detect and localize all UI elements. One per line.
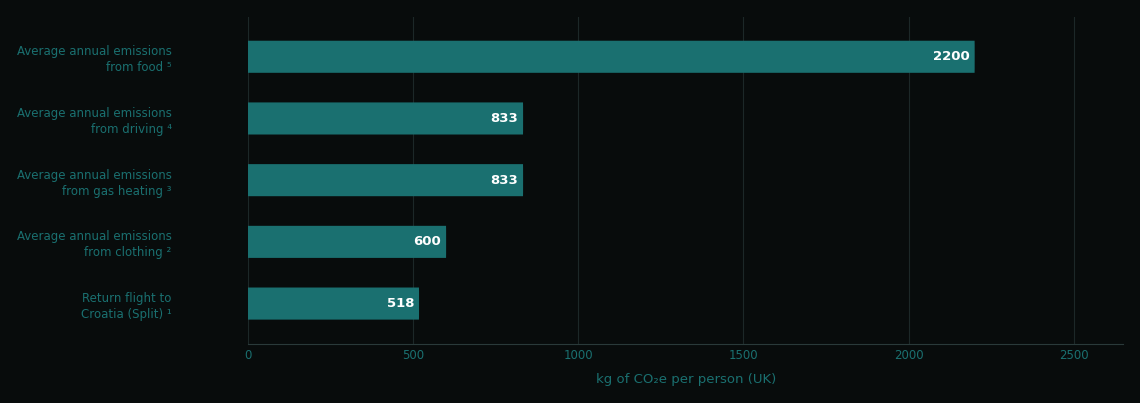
- FancyBboxPatch shape: [247, 226, 446, 258]
- Text: 518: 518: [386, 297, 414, 310]
- Text: 600: 600: [414, 235, 441, 248]
- FancyBboxPatch shape: [247, 164, 523, 196]
- Text: 833: 833: [490, 174, 519, 187]
- Text: 833: 833: [490, 112, 519, 125]
- Text: 2200: 2200: [933, 50, 970, 63]
- FancyBboxPatch shape: [247, 41, 975, 73]
- FancyBboxPatch shape: [247, 287, 420, 320]
- X-axis label: kg of CO₂e per person (UK): kg of CO₂e per person (UK): [595, 373, 775, 386]
- FancyBboxPatch shape: [247, 102, 523, 135]
